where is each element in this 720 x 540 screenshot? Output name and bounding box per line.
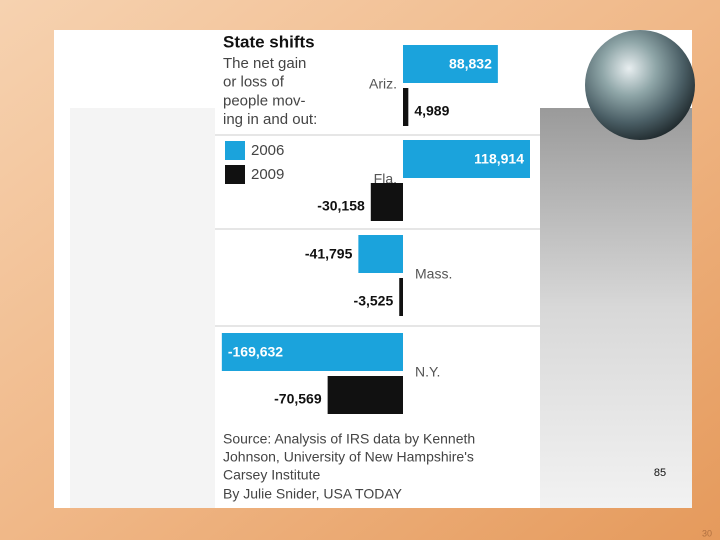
page-number: 30	[702, 528, 712, 538]
value-label: -3,525	[354, 293, 394, 309]
credit: By Julie Snider, USA TODAY	[223, 486, 403, 502]
source: Johnson, University of New Hampshire's	[223, 449, 474, 465]
source: Source: Analysis of IRS data by Kenneth	[223, 431, 475, 447]
subtitle: The net gain	[223, 55, 306, 72]
legend-label: 2006	[251, 142, 284, 159]
bar	[403, 88, 409, 126]
bar	[221, 333, 403, 371]
subtitle: or loss of	[223, 74, 285, 91]
value-label: -30,158	[317, 198, 365, 214]
value-label: 4,989	[414, 103, 449, 119]
value-label: -70,569	[274, 391, 322, 407]
source: Carsey Institute	[223, 467, 320, 483]
legend-swatch	[225, 165, 245, 184]
bar	[358, 235, 403, 273]
category-label: Ariz.	[369, 76, 397, 92]
legend-swatch	[225, 141, 245, 160]
subtitle: ing in and out:	[223, 111, 317, 128]
subtitle: people mov-	[223, 92, 306, 109]
left-panel	[70, 108, 215, 508]
category-label: Fla.	[374, 171, 397, 187]
legend-label: 2009	[251, 166, 284, 183]
value-label: 118,914	[474, 151, 524, 167]
chart-title: State shifts	[223, 32, 315, 51]
gray-panel	[540, 108, 692, 508]
globe	[585, 30, 695, 140]
bar	[327, 376, 403, 414]
value-label: -41,795	[305, 246, 353, 262]
bar	[403, 140, 530, 178]
category-label: N.Y.	[415, 364, 440, 380]
bar	[399, 278, 403, 316]
bar	[370, 183, 403, 221]
value-label: 88,832	[449, 56, 492, 72]
bar	[403, 45, 498, 83]
value-label: -169,632	[228, 344, 283, 360]
image-number: 85	[654, 467, 666, 479]
category-label: Mass.	[415, 266, 452, 282]
